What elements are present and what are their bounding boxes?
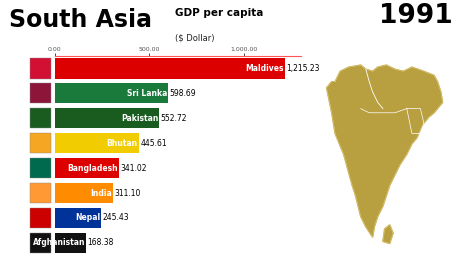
Text: Pakistan: Pakistan [121, 114, 158, 123]
Text: Bangladesh: Bangladesh [67, 164, 118, 173]
FancyBboxPatch shape [30, 108, 51, 128]
Bar [55, 233, 86, 253]
FancyBboxPatch shape [30, 58, 51, 78]
Text: Nepal: Nepal [75, 213, 100, 222]
Text: GDP per capita: GDP per capita [175, 8, 264, 18]
FancyBboxPatch shape [30, 208, 51, 228]
FancyBboxPatch shape [30, 158, 51, 178]
Text: India: India [91, 189, 112, 198]
Text: 168.38: 168.38 [88, 238, 114, 247]
Text: Sri Lanka: Sri Lanka [127, 89, 167, 98]
Polygon shape [383, 225, 393, 243]
Text: Maldives: Maldives [245, 64, 284, 73]
Bar [55, 133, 139, 153]
Text: 341.02: 341.02 [120, 164, 147, 173]
Text: 445.61: 445.61 [140, 139, 167, 148]
Text: 1991: 1991 [379, 3, 453, 29]
Text: 245.43: 245.43 [102, 213, 129, 222]
FancyBboxPatch shape [30, 233, 51, 253]
Bar [55, 183, 113, 203]
Bar [55, 83, 168, 103]
Polygon shape [327, 65, 443, 237]
Text: ($ Dollar): ($ Dollar) [175, 33, 215, 42]
FancyBboxPatch shape [30, 133, 51, 153]
FancyBboxPatch shape [30, 183, 51, 203]
Text: South Asia: South Asia [9, 8, 153, 32]
Bar [55, 158, 119, 178]
Text: Bhutan: Bhutan [107, 139, 138, 148]
Bar [55, 58, 285, 78]
Text: 598.69: 598.69 [169, 89, 196, 98]
Text: 552.72: 552.72 [160, 114, 187, 123]
Bar [55, 108, 159, 128]
Text: 1,215.23: 1,215.23 [286, 64, 319, 73]
Text: Afghanistan: Afghanistan [33, 238, 85, 247]
Bar [55, 208, 101, 228]
Text: 311.10: 311.10 [115, 189, 141, 198]
FancyBboxPatch shape [30, 83, 51, 103]
